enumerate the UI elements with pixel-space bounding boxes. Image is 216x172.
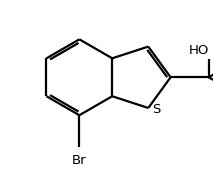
Text: Br: Br [72, 154, 87, 167]
Text: S: S [152, 103, 160, 116]
Text: HO: HO [189, 44, 209, 57]
